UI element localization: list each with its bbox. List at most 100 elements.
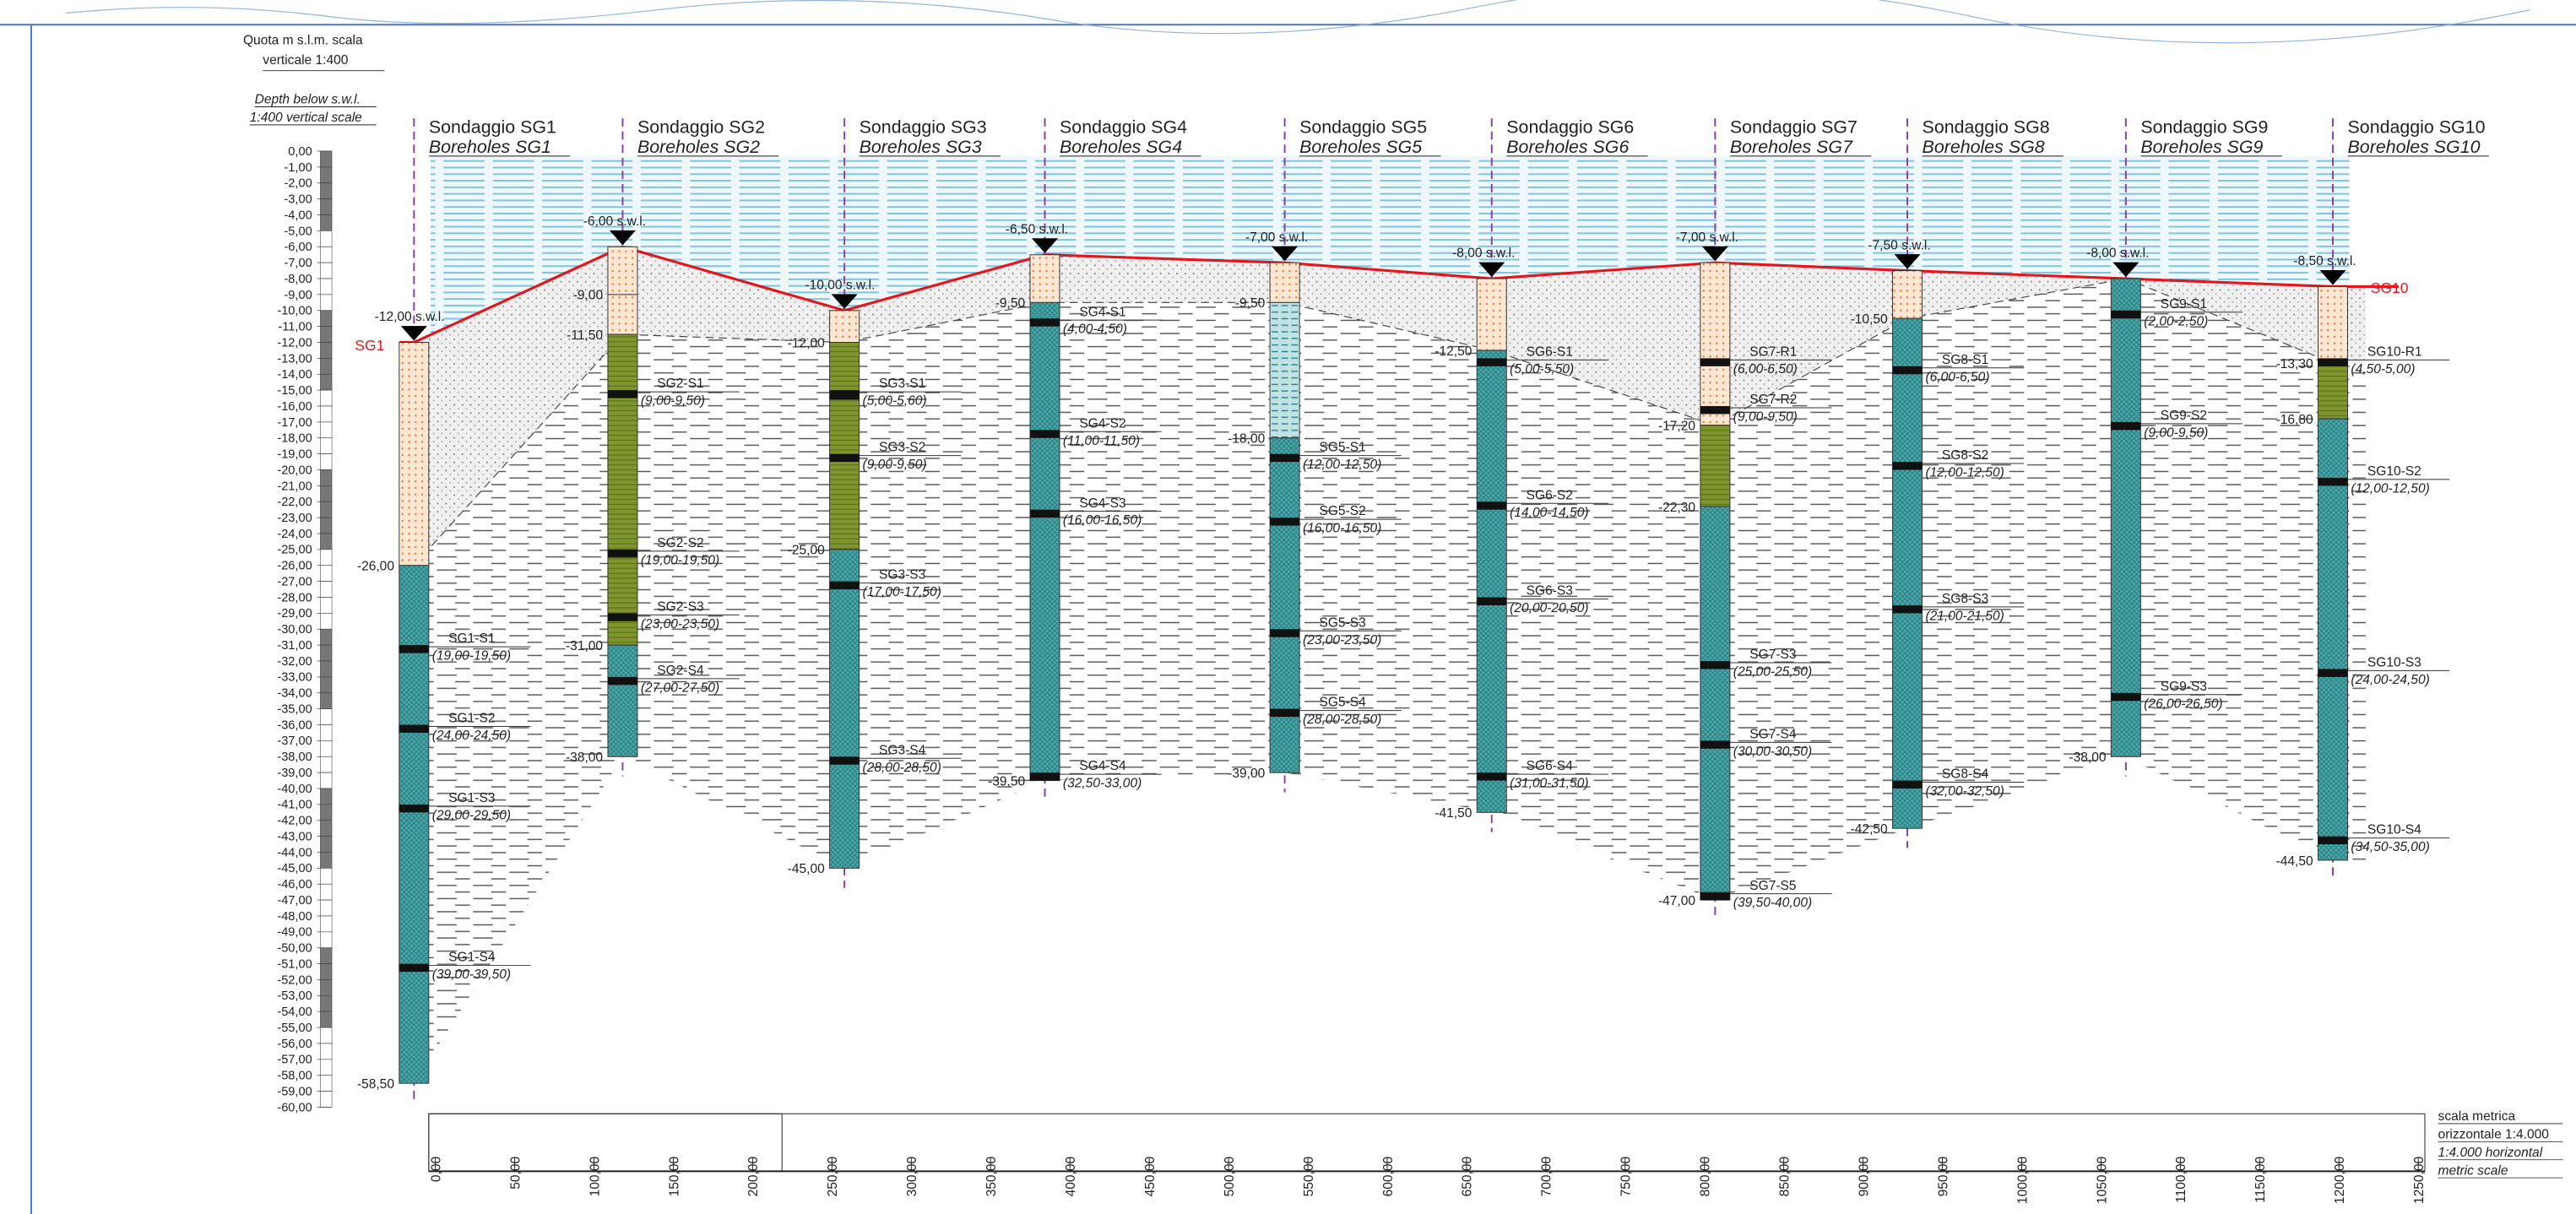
sample-id: SG6-S2 xyxy=(1527,488,1573,502)
scale-block xyxy=(320,565,333,582)
scale-block xyxy=(320,405,333,423)
borehole-tag: SG10 xyxy=(2371,279,2409,296)
depth-tick-label: -6,00 xyxy=(284,241,312,254)
depth-tick-label: -1,00 xyxy=(284,161,312,175)
sample-id: SG1-S3 xyxy=(448,791,495,805)
layer-silt xyxy=(1269,301,1300,439)
distance-tick-label: 1050,00 xyxy=(2095,1157,2109,1205)
depth-tick-label: -32,00 xyxy=(277,655,312,669)
sample-id: SG3-S4 xyxy=(879,743,926,757)
depth-tick-label: -16,00 xyxy=(277,400,312,414)
swl-marker xyxy=(831,294,858,309)
sample-id: SG7-R1 xyxy=(1749,344,1797,359)
layer-depth-label: -17,20 xyxy=(1658,420,1695,434)
scale-block xyxy=(320,756,333,773)
scale-block xyxy=(320,708,333,725)
sample-range: (32,50-33,00) xyxy=(1063,777,1142,791)
depth-tick-label: -2,00 xyxy=(284,177,312,191)
depth-tick-label: -39,00 xyxy=(277,767,312,780)
sample xyxy=(1892,604,1923,614)
swl-label: -8,50 s.w.l. xyxy=(2293,254,2356,268)
distance-tick-label: 600,00 xyxy=(1381,1157,1396,1197)
sample-range: (32,00-32,50) xyxy=(1925,784,2004,799)
sample-range: (2,00-2,50) xyxy=(2144,314,2208,328)
sample-range: (23,00-23,50) xyxy=(641,617,719,631)
sample-id: SG2-S3 xyxy=(657,599,703,614)
scale-block xyxy=(320,1059,333,1076)
distance-tick-label: 550,00 xyxy=(1302,1157,1316,1197)
layer-teal xyxy=(2110,278,2141,757)
scale-block xyxy=(320,820,333,837)
sample xyxy=(1477,501,1507,510)
borehole-subtitle: Boreholes SG3 xyxy=(860,137,982,157)
scale-block xyxy=(320,342,333,359)
scale-block xyxy=(320,278,333,295)
distance-tick-label: 1250,00 xyxy=(2412,1157,2427,1205)
scale-block xyxy=(320,883,333,901)
sample-id: SG7-R2 xyxy=(1749,393,1797,407)
depth-tick-label: -44,00 xyxy=(277,846,312,859)
sample xyxy=(829,453,860,463)
sample-range: (19,00-19,50) xyxy=(432,649,511,664)
layer-teal xyxy=(1700,506,1731,901)
sample xyxy=(399,804,429,813)
distance-tick-label: 250,00 xyxy=(826,1157,840,1197)
seabed xyxy=(399,245,2399,344)
scale-block xyxy=(320,358,333,375)
depth-tick-label: -29,00 xyxy=(277,607,312,621)
sample xyxy=(1892,462,1923,470)
layer-depth-label: -25,00 xyxy=(788,544,825,558)
sample-id: SG7-S3 xyxy=(1749,648,1796,662)
sample xyxy=(399,645,429,653)
swl-label: -7,00 s.w.l. xyxy=(1676,230,1738,245)
depth-tick-label: -46,00 xyxy=(277,878,312,892)
swl-marker xyxy=(1478,262,1505,278)
borehole-title: Sondaggio SG3 xyxy=(860,117,987,138)
distance-tick-label: 200,00 xyxy=(746,1157,761,1197)
sample-range: (27,00-27,50) xyxy=(641,680,719,695)
scale-block xyxy=(320,740,333,757)
map-contour xyxy=(65,0,2530,44)
depth-tick-label: -3,00 xyxy=(284,193,312,207)
depth-tick-label: -33,00 xyxy=(277,671,312,685)
sample-range: (9,00-9,50) xyxy=(1733,410,1798,425)
depth-tick-label: -15,00 xyxy=(277,384,312,398)
sample-range: (5,00-5,60) xyxy=(863,394,927,409)
scale-block xyxy=(320,1075,333,1092)
scale-block xyxy=(320,214,333,231)
depth-tick-label: -41,00 xyxy=(277,799,312,812)
sample-id: SG1-S1 xyxy=(448,631,495,646)
depth-tick-label: -24,00 xyxy=(277,528,312,541)
sample-range: (14,00-14,50) xyxy=(1510,506,1588,520)
swl-label: -7,00 s.w.l. xyxy=(1245,230,1308,245)
scale-block xyxy=(320,373,333,391)
scale-block xyxy=(320,628,333,646)
sample-range: (16,00-16,50) xyxy=(1303,522,1381,536)
scale-label: metric scale xyxy=(2438,1163,2508,1178)
depth-tick-label: 0,00 xyxy=(288,145,312,159)
sample-id: SG4-S2 xyxy=(1079,416,1125,431)
distance-tick-label: 900,00 xyxy=(1857,1157,1871,1197)
sample-range: (34,50-35,00) xyxy=(2351,840,2429,854)
depth-tick-label: -27,00 xyxy=(277,576,312,589)
borehole-subtitle: Boreholes SG1 xyxy=(429,137,551,157)
sample-range: (23,00-23,50) xyxy=(1303,633,1381,648)
distance-tick-label: 1100,00 xyxy=(2174,1157,2188,1203)
sample xyxy=(1700,740,1730,749)
sample-id: SG9-S3 xyxy=(2161,680,2207,694)
borehole-title: Sondaggio SG5 xyxy=(1299,117,1427,138)
borehole-title: Sondaggio SG1 xyxy=(429,117,556,138)
depth-tick-label: -37,00 xyxy=(277,734,312,748)
sample-range: (6,00-6,50) xyxy=(1925,370,1989,384)
depth-tick-label: -19,00 xyxy=(277,448,312,462)
scale-block xyxy=(320,485,333,502)
distance-tick-label: 100,00 xyxy=(588,1157,602,1197)
distance-tick-label: 1200,00 xyxy=(2333,1157,2347,1205)
depth-tick-label: -38,00 xyxy=(277,751,312,764)
borehole-subtitle: Boreholes SG2 xyxy=(637,137,760,157)
layer-depth-label: -39,50 xyxy=(988,774,1025,789)
layer-teal xyxy=(1476,350,1507,813)
sample xyxy=(1892,366,1923,375)
borehole-subtitle: Boreholes SG7 xyxy=(1730,137,1853,157)
scale-block xyxy=(320,597,333,614)
